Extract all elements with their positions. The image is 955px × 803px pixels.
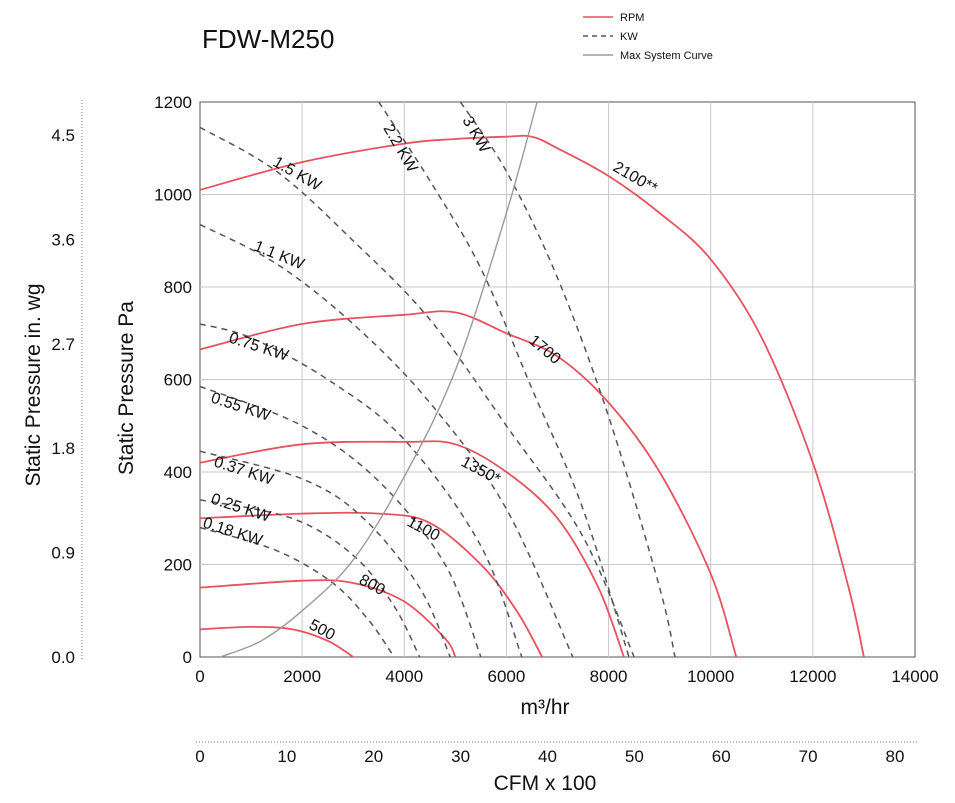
x2-tick-label: 10	[277, 747, 296, 766]
x-tick-label: 2000	[283, 667, 321, 686]
x-tick-label: 8000	[590, 667, 628, 686]
grid	[199, 101, 916, 658]
series-rpm-curve	[199, 440, 625, 658]
series-label: 1.1 KW	[252, 238, 308, 274]
x-tick-label: 12000	[789, 667, 836, 686]
series-rpm-curve	[199, 625, 354, 658]
series-label: 500	[306, 617, 338, 645]
series-kw-curve	[199, 126, 635, 658]
y-tick-label: 1000	[154, 186, 192, 205]
x2-tick-label: 40	[538, 747, 557, 766]
y-tick-label: 800	[164, 278, 192, 297]
y-tick-label: 1200	[154, 93, 192, 112]
series-layer	[199, 101, 865, 658]
x2-tick-label: 50	[625, 747, 644, 766]
series-label: 3 KW	[459, 114, 494, 157]
series-label: 800	[356, 572, 388, 600]
series-rpm-curve	[199, 579, 457, 658]
y-axis-title: Static Pressure Pa	[115, 301, 138, 475]
series-kw-curve	[199, 499, 421, 658]
axes: 0 2000 4000 6000 8000 10000 12000 1400002004006…	[51, 93, 938, 766]
y-tick-label: 400	[164, 463, 192, 482]
x2-tick-label: 20	[364, 747, 383, 766]
x-tick-label: 14000	[891, 667, 938, 686]
series-label: 0.37 KW	[212, 454, 276, 489]
series-kw-curve	[199, 323, 523, 658]
series-system-curve	[220, 101, 538, 658]
series-kw-curve	[199, 223, 574, 658]
x-tick-label: 6000	[488, 667, 526, 686]
y2-tick-label: 4.5	[51, 126, 75, 145]
x-tick-label: 10000	[687, 667, 734, 686]
series-label: 2.2 KW	[380, 122, 421, 177]
x2-tick-label: 30	[451, 747, 470, 766]
y2-tick-label: 0.9	[51, 544, 75, 563]
y-tick-label: 0	[183, 648, 192, 667]
series-kw-curve	[199, 526, 395, 658]
series-label: 2100**	[610, 159, 660, 198]
series-rpm-curve	[199, 134, 865, 658]
x-axis-title: m³/hr	[521, 696, 570, 719]
y2-tick-label: 0.0	[51, 648, 75, 667]
y2-tick-label: 2.7	[51, 335, 75, 354]
x2-tick-label: 80	[886, 747, 905, 766]
chart-title: FDW-M250	[202, 24, 334, 54]
x-tick-label: 4000	[385, 667, 423, 686]
series-label: 0.55 KW	[209, 390, 273, 425]
x-tick-label: 0	[195, 667, 204, 686]
y-tick-label: 600	[164, 371, 192, 390]
series-rpm-curve	[199, 511, 543, 658]
series-label: 1350*	[458, 454, 503, 489]
series-label: 1700	[525, 332, 563, 368]
x2-tick-label: 60	[712, 747, 731, 766]
legend: RPM KW Max System Curve	[583, 12, 713, 62]
series-kw-curve	[199, 385, 482, 658]
series-rpm-curve	[199, 310, 738, 658]
y2-tick-label: 3.6	[51, 230, 75, 249]
series-kw-curve	[378, 101, 630, 658]
series-label: 1100	[404, 514, 442, 545]
legend-rpm-label: RPM	[620, 12, 644, 24]
y-tick-label: 200	[164, 556, 192, 575]
legend-kw-label: KW	[620, 31, 638, 43]
legend-system-label: Max System Curve	[620, 50, 713, 62]
y2-tick-label: 1.8	[51, 439, 75, 458]
x2-axis-title: CFM x 100	[494, 772, 597, 795]
x2-tick-label: 70	[799, 747, 818, 766]
series-label: 0.75 KW	[227, 330, 291, 365]
y2-axis-title: Static Pressure in. wg	[22, 283, 45, 486]
series-kw-curve	[199, 450, 451, 658]
x2-tick-label: 0	[195, 747, 204, 766]
